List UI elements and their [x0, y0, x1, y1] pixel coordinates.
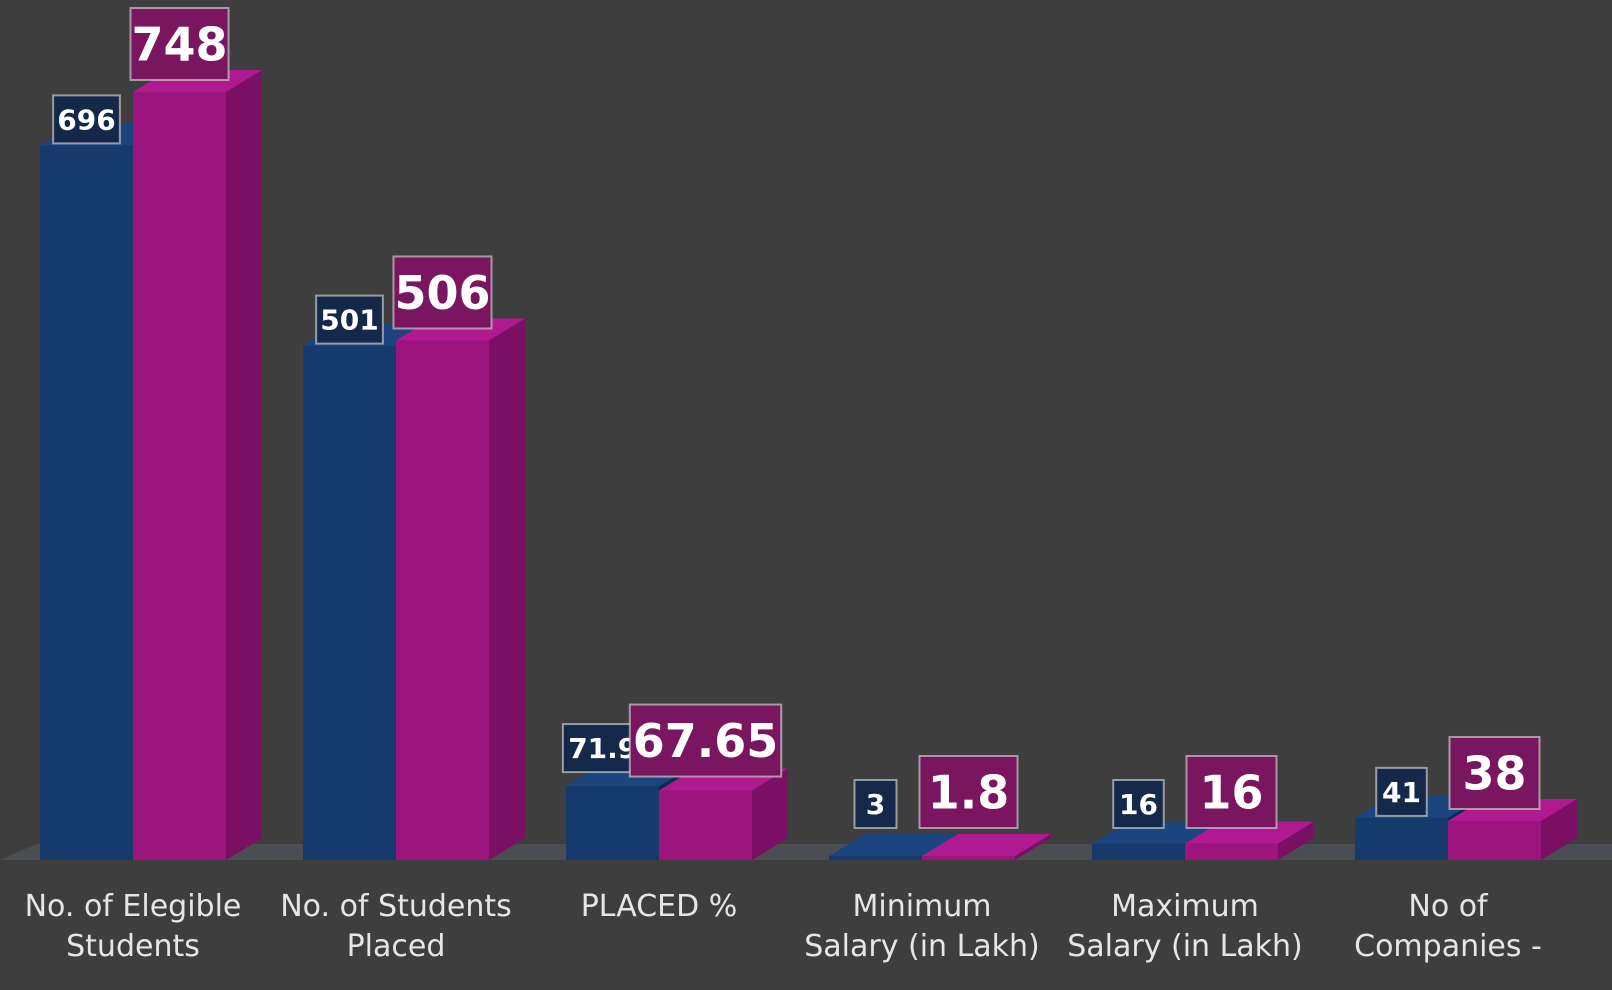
category-label-c3-line0: Minimum	[852, 889, 991, 924]
data-label-s0-c5: 41	[1382, 776, 1421, 809]
data-label-box-s1-c0	[129, 7, 230, 81]
bar-s0-c2	[566, 786, 659, 860]
category-label-c5-line1: Companies -	[1354, 929, 1542, 964]
category-label-c3-line1: Salary (in Lakh)	[804, 929, 1040, 964]
bar-s1-c2	[659, 790, 752, 860]
data-label-box-s1-c2	[628, 703, 783, 778]
data-label-box-s0-c0	[52, 94, 121, 145]
data-label-s1-c5: 38	[1462, 747, 1526, 801]
data-label-box-s1-c1	[392, 255, 493, 330]
bar-s1-c0	[133, 92, 226, 860]
data-label-box-s0-c1	[315, 294, 384, 345]
bar-top-s1-c3	[922, 834, 1051, 856]
category-label-c0-line1: Students	[66, 929, 200, 964]
bar-s0-c0	[40, 145, 133, 860]
category-label-c2-line0: PLACED %	[581, 889, 738, 924]
bar-top-s0-c3	[829, 834, 958, 856]
bar-side-s1-c1	[489, 318, 525, 860]
category-label-c4-line0: Maximum	[1111, 889, 1259, 924]
category-label-c5-line0: No of	[1408, 889, 1489, 924]
data-label-s0-c3: 3	[866, 788, 885, 821]
bar-side-s1-c5	[1541, 798, 1577, 860]
bar-s1-c1	[396, 340, 489, 860]
data-label-s1-c3: 1.8	[928, 766, 1010, 820]
data-label-s1-c2: 67.65	[633, 714, 779, 768]
data-label-box-s0-c5	[1375, 766, 1428, 817]
bar-s0-c3	[829, 856, 922, 860]
bar-s0-c5	[1355, 817, 1448, 860]
bar-s1-c4	[1185, 843, 1278, 860]
bar-s1-c5	[1448, 820, 1541, 860]
data-label-s0-c4: 16	[1119, 788, 1158, 821]
data-label-s0-c1: 501	[320, 304, 378, 337]
data-label-box-s1-c3	[918, 755, 1019, 829]
data-label-s1-c4: 16	[1199, 766, 1263, 820]
bar-side-s1-c2	[752, 768, 788, 860]
data-label-box-s0-c3	[853, 779, 898, 829]
bar-s0-c1	[303, 345, 396, 861]
data-label-s1-c0: 748	[131, 18, 227, 72]
category-label-c1-line0: No. of Students	[280, 889, 512, 924]
bar-side-s1-c0	[226, 70, 262, 860]
category-label-c0-line0: No. of Elegible	[25, 889, 242, 924]
data-label-s0-c0: 696	[57, 103, 115, 136]
bar-side-s1-c4	[1278, 821, 1314, 860]
category-label-c1-line1: Placed	[347, 929, 446, 964]
category-label-c4-line1: Salary (in Lakh)	[1067, 929, 1303, 964]
bar-s1-c3	[922, 856, 1015, 860]
data-label-box-s0-c4	[1112, 779, 1165, 829]
data-label-box-s1-c4	[1185, 755, 1278, 829]
data-label-s1-c1: 506	[394, 266, 490, 320]
data-label-box-s1-c5	[1448, 735, 1541, 810]
bar-side-s1-c3	[1015, 834, 1051, 860]
bar-s0-c4	[1092, 843, 1185, 860]
